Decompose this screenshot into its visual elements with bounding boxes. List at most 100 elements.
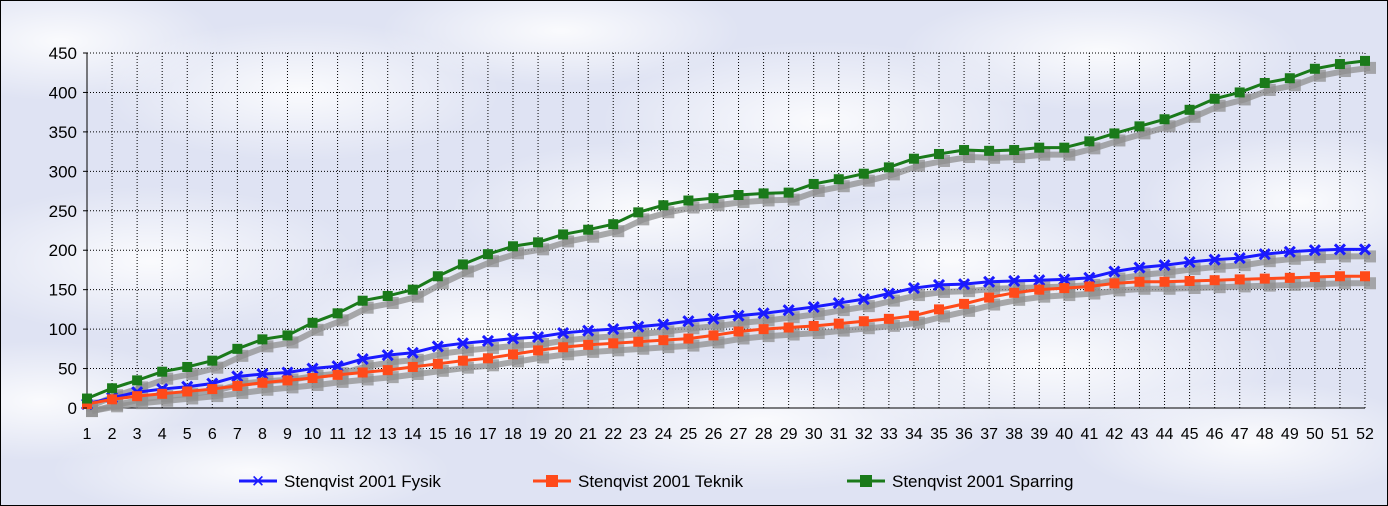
data-point-fysik — [1183, 255, 1196, 269]
data-point-fysik — [607, 323, 620, 336]
data-point-sparring — [1009, 145, 1020, 156]
x-tick-label: 24 — [654, 426, 672, 443]
data-point-sparring — [1134, 121, 1145, 132]
data-point-fysik — [1308, 244, 1321, 257]
data-point-sparring — [432, 271, 443, 282]
x-tick-label: 8 — [258, 426, 267, 443]
series-shadow-marker — [1364, 61, 1376, 74]
data-point-teknik — [232, 380, 243, 391]
data-point-teknik — [708, 330, 719, 341]
x-tick-label: 49 — [1281, 426, 1299, 443]
data-point-sparring — [683, 195, 694, 206]
data-point-sparring — [382, 290, 393, 301]
x-tick-label: 51 — [1331, 426, 1349, 443]
x-tick-label: 12 — [354, 426, 372, 443]
x-tick-labels: 1 2 3 4 5 6 7 8 9 10 11 12 13 14 15 16 17 18 19 20 21 22 23 24 2… — [83, 426, 1374, 443]
data-point-fysik — [231, 370, 244, 383]
data-point-teknik — [1059, 283, 1070, 294]
data-point-sparring — [959, 145, 970, 156]
x-tick-label: 36 — [955, 426, 973, 443]
data-point-teknik — [833, 318, 844, 329]
x-tick-label: 34 — [905, 426, 923, 443]
y-tick-label: 0 — [68, 399, 77, 418]
x-tick-label: 21 — [579, 426, 597, 443]
x-tick-label: 42 — [1106, 426, 1124, 443]
x-tick-label: 45 — [1181, 426, 1199, 443]
x-tick-label: 29 — [780, 426, 798, 443]
data-point-teknik — [608, 338, 619, 349]
data-point-sparring — [1109, 128, 1120, 139]
data-point-teknik — [984, 292, 995, 303]
data-point-fysik — [406, 346, 419, 359]
data-point-teknik — [558, 342, 569, 353]
data-point-teknik — [733, 326, 744, 337]
legend-marker-sparring — [860, 475, 872, 487]
legend-marker-fysik: ✕ — [251, 472, 265, 491]
data-point-sparring — [357, 295, 368, 306]
data-point-sparring — [257, 334, 268, 345]
data-point-teknik — [934, 304, 944, 315]
data-point-teknik — [908, 310, 919, 321]
x-tick-label: 23 — [629, 426, 647, 443]
data-point-sparring — [157, 366, 168, 377]
data-point-sparring — [1034, 142, 1045, 153]
data-point-sparring — [708, 193, 719, 204]
data-point-teknik — [307, 373, 318, 384]
series-shadow-teknik — [91, 280, 1370, 415]
data-point-fysik — [431, 340, 444, 353]
data-point-teknik — [282, 375, 293, 386]
y-tick-label: 400 — [49, 83, 77, 102]
data-point-teknik — [407, 361, 418, 372]
x-tick-label: 48 — [1256, 426, 1274, 443]
data-point-teknik — [1009, 287, 1020, 298]
data-point-teknik — [1159, 276, 1170, 287]
data-point-teknik — [658, 335, 669, 346]
data-point-fysik — [932, 278, 946, 291]
x-tick-label: 16 — [454, 426, 472, 443]
data-point-fysik — [481, 334, 495, 348]
data-point-fysik — [1283, 245, 1296, 258]
data-point-sparring — [1259, 77, 1270, 88]
x-tick-label: 39 — [1030, 426, 1048, 443]
data-point-fysik — [1133, 261, 1146, 274]
data-point-teknik — [1184, 275, 1195, 286]
data-point-teknik — [1084, 281, 1095, 292]
legend-label-fysik: Stenqvist 2001 Fysik — [284, 472, 441, 491]
data-point-sparring — [533, 237, 544, 248]
legend-item-fysik: ✕ Stenqvist 2001 Fysik — [239, 472, 441, 491]
data-point-teknik — [432, 358, 443, 369]
data-point-fysik — [1208, 253, 1221, 266]
x-tick-label: 9 — [283, 426, 292, 443]
x-tick-label: 31 — [830, 426, 848, 443]
data-point-sparring — [508, 241, 518, 252]
x-tick-label: 38 — [1005, 426, 1023, 443]
cloud-blob — [1071, 381, 1387, 501]
data-point-teknik — [382, 365, 393, 376]
data-point-sparring — [457, 259, 468, 270]
data-point-sparring — [808, 178, 819, 189]
data-point-sparring — [207, 355, 218, 366]
x-tick-label: 40 — [1055, 426, 1073, 443]
x-tick-label: 14 — [404, 426, 422, 443]
data-point-teknik — [633, 336, 644, 347]
data-point-fysik — [732, 309, 745, 322]
data-point-teknik — [257, 377, 268, 388]
data-point-fysik — [306, 362, 319, 375]
x-tick-label: 2 — [108, 426, 117, 443]
data-point-teknik — [82, 399, 92, 410]
data-point-teknik — [1309, 272, 1320, 283]
data-point-sparring — [908, 153, 919, 164]
data-point-fysik — [381, 349, 394, 362]
data-point-sparring — [1309, 63, 1320, 74]
data-point-fysik — [1108, 265, 1121, 278]
data-point-teknik — [783, 322, 794, 333]
data-point-teknik — [182, 386, 193, 397]
data-point-teknik — [683, 333, 694, 344]
data-point-sparring — [482, 249, 493, 260]
axes — [86, 53, 1365, 409]
cloud-blob — [381, 1, 741, 86]
x-tick-label: 32 — [855, 426, 873, 443]
y-tick-label: 250 — [49, 202, 77, 221]
data-point-sparring — [1234, 87, 1245, 98]
